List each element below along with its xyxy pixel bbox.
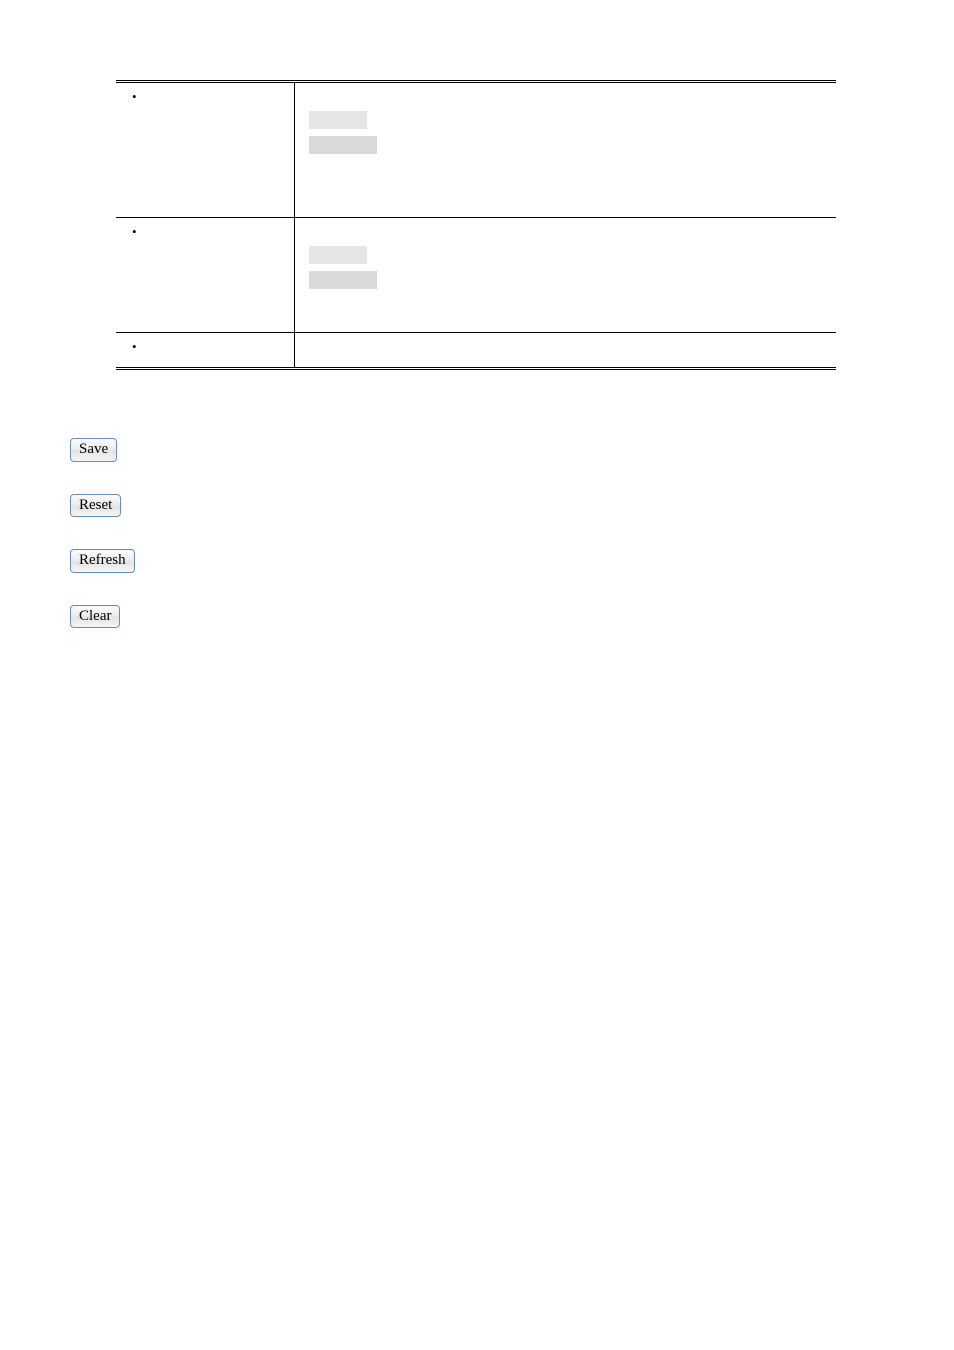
row-label bbox=[116, 83, 294, 218]
row-content bbox=[294, 218, 836, 333]
save-button[interactable]: Save bbox=[70, 438, 117, 462]
placeholder-bar bbox=[309, 246, 367, 264]
row-content bbox=[294, 83, 836, 218]
page: Save Reset Refresh Clear bbox=[0, 80, 954, 628]
definition-table bbox=[116, 80, 836, 370]
clear-button[interactable]: Clear bbox=[70, 605, 120, 629]
placeholder-group bbox=[295, 218, 837, 289]
table-row bbox=[116, 218, 836, 333]
table-row bbox=[116, 333, 836, 368]
row-label bbox=[116, 218, 294, 333]
row-content bbox=[294, 333, 836, 368]
placeholder-bar bbox=[309, 271, 377, 289]
table-row bbox=[116, 83, 836, 218]
reset-button[interactable]: Reset bbox=[70, 494, 121, 518]
button-column: Save Reset Refresh Clear bbox=[70, 438, 954, 628]
row-label bbox=[116, 333, 294, 368]
placeholder-bar bbox=[309, 136, 377, 154]
placeholder-bar bbox=[309, 111, 367, 129]
refresh-button[interactable]: Refresh bbox=[70, 549, 135, 573]
placeholder-group bbox=[295, 83, 837, 154]
